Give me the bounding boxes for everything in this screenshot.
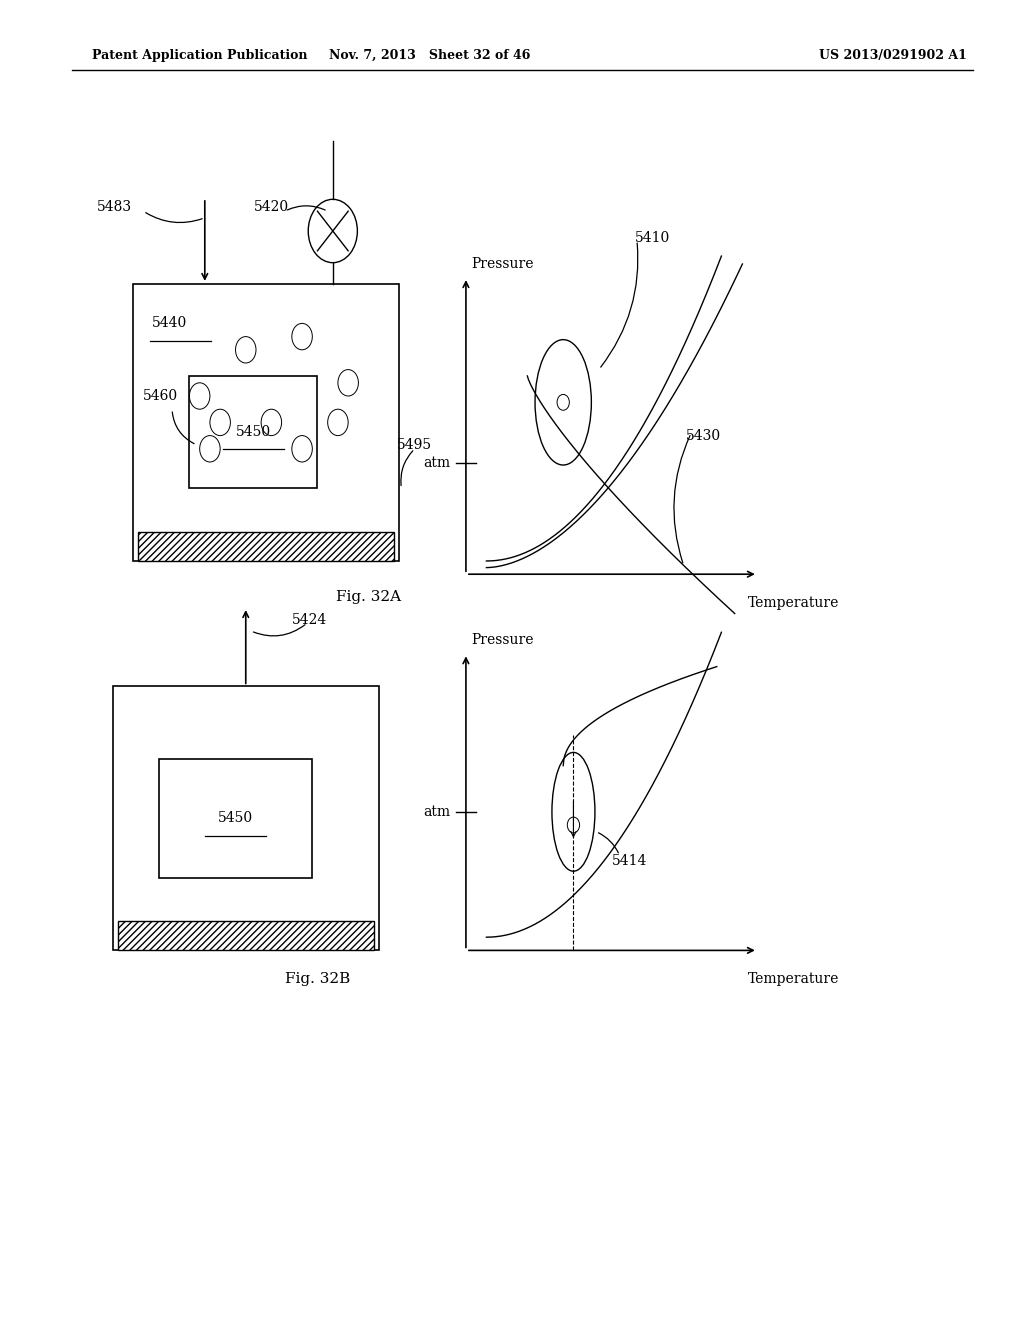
Text: Temperature: Temperature xyxy=(748,597,839,610)
Circle shape xyxy=(210,409,230,436)
Text: 5424: 5424 xyxy=(292,614,327,627)
Bar xyxy=(138,532,394,561)
Text: Fig. 32A: Fig. 32A xyxy=(336,590,401,603)
Text: 5440: 5440 xyxy=(152,317,186,330)
Circle shape xyxy=(189,383,210,409)
Bar xyxy=(113,686,379,950)
Text: atm: atm xyxy=(424,457,451,470)
Circle shape xyxy=(557,395,569,411)
Bar xyxy=(189,376,317,488)
Text: 5410: 5410 xyxy=(635,231,670,244)
Circle shape xyxy=(200,436,220,462)
Text: atm: atm xyxy=(424,805,451,818)
Text: 5460: 5460 xyxy=(143,389,178,403)
Text: 5414: 5414 xyxy=(612,854,648,867)
Text: 5430: 5430 xyxy=(686,429,721,442)
Text: Fig. 32B: Fig. 32B xyxy=(285,973,350,986)
Circle shape xyxy=(292,436,312,462)
Text: 5450: 5450 xyxy=(236,425,271,440)
Text: Pressure: Pressure xyxy=(471,634,534,647)
Circle shape xyxy=(308,199,357,263)
Text: US 2013/0291902 A1: US 2013/0291902 A1 xyxy=(819,49,967,62)
Text: Temperature: Temperature xyxy=(748,973,839,986)
Bar xyxy=(159,759,312,878)
Circle shape xyxy=(338,370,358,396)
Ellipse shape xyxy=(535,339,592,465)
Text: 5420: 5420 xyxy=(254,201,289,214)
Circle shape xyxy=(567,817,580,833)
Bar xyxy=(118,921,374,950)
Text: 5483: 5483 xyxy=(97,201,132,214)
Text: Nov. 7, 2013   Sheet 32 of 46: Nov. 7, 2013 Sheet 32 of 46 xyxy=(330,49,530,62)
Ellipse shape xyxy=(552,752,595,871)
Bar xyxy=(133,284,399,561)
Text: 5450: 5450 xyxy=(218,812,253,825)
Text: Patent Application Publication: Patent Application Publication xyxy=(92,49,307,62)
Text: 5495: 5495 xyxy=(397,438,432,451)
Circle shape xyxy=(261,409,282,436)
Circle shape xyxy=(236,337,256,363)
Text: Pressure: Pressure xyxy=(471,257,534,271)
Circle shape xyxy=(292,323,312,350)
Circle shape xyxy=(328,409,348,436)
